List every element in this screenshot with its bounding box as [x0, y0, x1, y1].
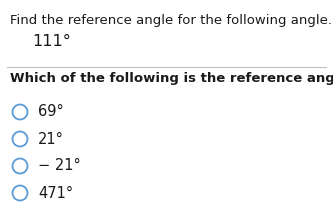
Text: − 21°: − 21° [38, 159, 81, 173]
Text: 21°: 21° [38, 131, 64, 147]
Text: 69°: 69° [38, 104, 64, 120]
Text: Which of the following is the reference angle for 111°?: Which of the following is the reference … [10, 72, 333, 85]
Text: 111°: 111° [32, 34, 71, 49]
Text: 471°: 471° [38, 185, 73, 201]
Text: Find the reference angle for the following angle.: Find the reference angle for the followi… [10, 14, 332, 27]
